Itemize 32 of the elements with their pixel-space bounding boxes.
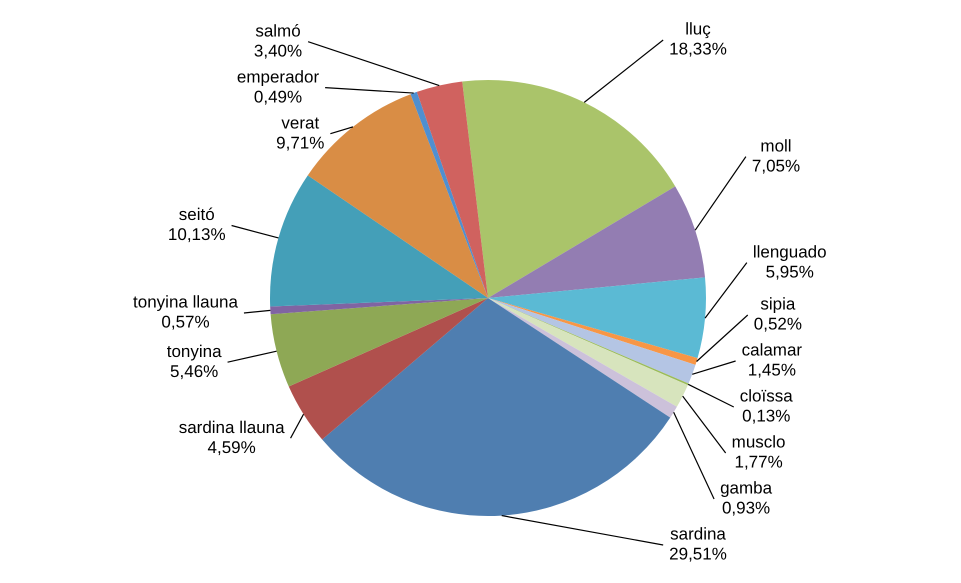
slice-label: emperador	[236, 67, 320, 86]
slice-label: moll	[760, 136, 792, 156]
slice-label: musclo	[732, 432, 786, 452]
slice-label: sipia	[760, 294, 796, 314]
slice-label: sardina	[670, 524, 726, 544]
data-label: 0,57%	[161, 312, 210, 332]
data-label: 4,59%	[208, 438, 256, 457]
data-label: 1,45%	[748, 360, 796, 380]
data-label: 0,93%	[722, 498, 770, 518]
slice-label: verat	[281, 113, 320, 132]
data-label: 5,95%	[766, 262, 814, 282]
data-label: 9,71%	[276, 133, 324, 152]
data-label: 0,52%	[754, 314, 802, 334]
slice-label: llenguado	[752, 242, 827, 262]
data-label: 3,40%	[254, 41, 302, 60]
slice-label: tonyina llauna	[133, 292, 238, 312]
data-label: 5,46%	[170, 362, 218, 381]
data-label: 29,51%	[669, 544, 727, 564]
data-label: 0,49%	[254, 87, 302, 106]
data-label: 7,05%	[752, 156, 800, 176]
data-label: 0,13%	[742, 406, 790, 426]
slice-label: sardina llauna	[178, 418, 286, 437]
slice-label: cloïssa	[740, 386, 794, 406]
slice-label: salmó	[255, 21, 301, 40]
slice-label: seitó	[178, 205, 215, 224]
data-label: 10,13%	[168, 225, 226, 244]
data-label: 18,33%	[669, 40, 727, 59]
slice-label: gamba	[720, 478, 773, 498]
data-label: 1,77%	[734, 452, 783, 472]
slice-label: calamar	[742, 340, 802, 360]
slice-label: tonyina	[166, 342, 222, 361]
slice-label: lluç	[685, 20, 712, 39]
